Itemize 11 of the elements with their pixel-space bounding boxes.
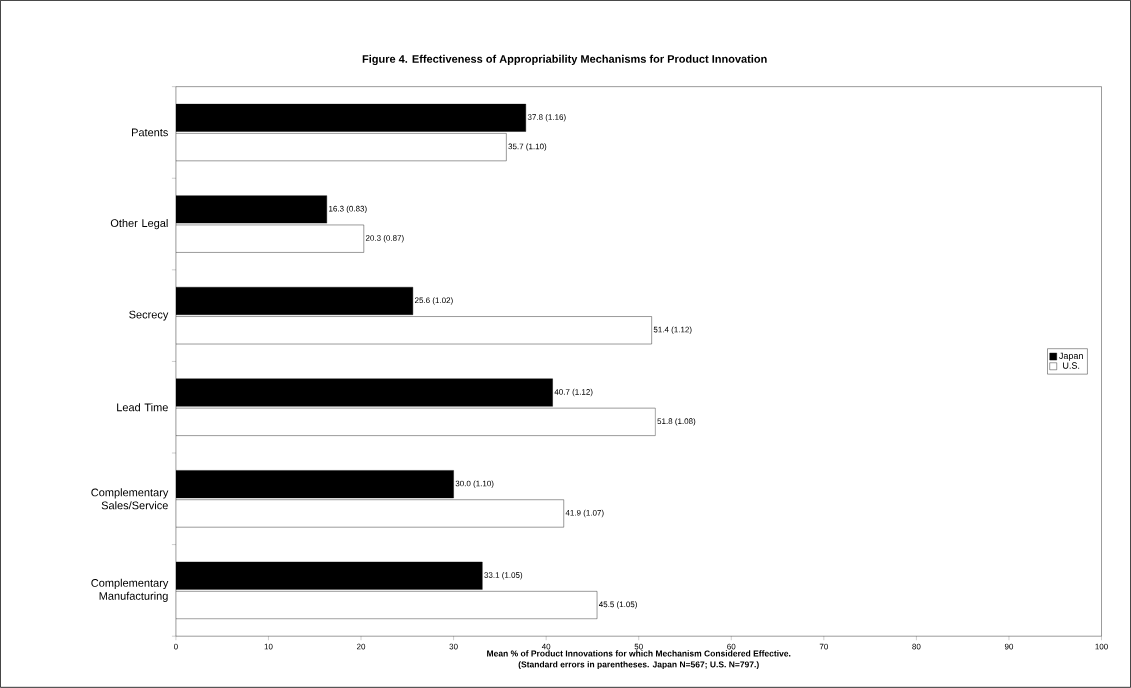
legend-label: Japan: [1059, 352, 1083, 361]
x-axis-title: Mean % of Product Innovations for which Mechanism Considered Effective.: [487, 650, 791, 657]
y-tick-label: Patents: [132, 128, 168, 137]
y-tick-label: Complementary Manufacturing: [91, 578, 169, 603]
y-tick-label: Complementary Sales/Service: [91, 488, 169, 510]
legend-label: U.S.: [1063, 362, 1080, 369]
y-tick-label: Lead Time: [117, 403, 168, 412]
y-tick-label: Secrecy: [129, 310, 169, 321]
chart-title: Figure 4. Effectiveness of Appropriability Mechanisms for Product Innovation: [362, 54, 767, 66]
y-tick-label: Other Legal: [110, 219, 168, 230]
text: (Standard errors in parentheses. Japan N=567; U.S. N=797.): [518, 661, 759, 670]
